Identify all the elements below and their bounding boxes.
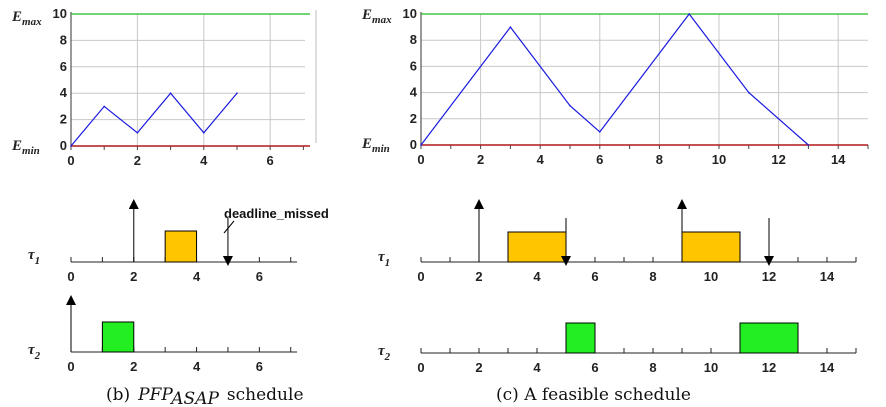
energy-point — [420, 144, 422, 146]
energy-line — [420, 13, 809, 146]
y-tick-label: 10 — [53, 6, 67, 21]
timeline-tick-label: 2 — [130, 359, 137, 374]
energy-point — [236, 92, 238, 94]
energy-point — [509, 26, 512, 28]
timeline-tick-label: 0 — [67, 269, 74, 284]
tau1-label-right: τ1 — [378, 249, 390, 269]
job-box — [164, 230, 198, 263]
timeline-tick-label: 14 — [820, 360, 835, 375]
left-energy-plot: 0 2 4 6 8 10 0 2 4 6 — [53, 6, 310, 168]
timeline-tick-label: 2 — [475, 360, 482, 375]
energy-point — [202, 132, 205, 134]
tau2-label-right: τ2 — [378, 343, 391, 363]
energy-line — [70, 92, 238, 147]
timeline-tick-label: 0 — [417, 269, 424, 284]
caption-right: (c) A feasible schedule — [496, 385, 691, 405]
x-tick-label: 6 — [267, 153, 274, 168]
emax-label-right: Emax — [361, 7, 392, 26]
y-tick-label: 4 — [410, 85, 418, 100]
y-tick-label: 4 — [60, 85, 68, 100]
y-tick-label: 6 — [60, 59, 67, 74]
timeline-tick-label: 8 — [649, 269, 656, 284]
timeline-tick-label: 12 — [762, 269, 776, 284]
y-tick-label: 0 — [410, 137, 417, 152]
timeline-tick-label: 12 — [762, 360, 776, 375]
timeline-tick-label: 10 — [704, 269, 718, 284]
x-tick-label: 2 — [477, 152, 484, 167]
job-box — [681, 231, 741, 263]
y-tick-label: 8 — [410, 32, 417, 47]
x-tick-label: 0 — [67, 153, 74, 168]
tau2-label-left: τ2 — [28, 342, 41, 362]
timeline-tick-label: 4 — [193, 359, 201, 374]
timeline-tick-label: 2 — [475, 269, 482, 284]
timeline-tick-label: 6 — [591, 360, 598, 375]
x-tick-label: 4 — [200, 153, 208, 168]
right-tau2-timeline: 0 2 4 6 8 10 12 14 — [417, 322, 857, 375]
x-tick-label: 12 — [771, 152, 785, 167]
timeline-tick-label: 6 — [591, 269, 598, 284]
timeline-tick-label: 0 — [67, 359, 74, 374]
deadline-missed-label: deadline_missed — [224, 206, 329, 221]
left-tau2-timeline: 0 2 4 6 — [66, 295, 297, 374]
timeline-tick-label: 14 — [820, 269, 835, 284]
energy-point — [807, 144, 810, 146]
tau1-label-left: τ1 — [28, 247, 40, 267]
emax-label-left: Emax — [11, 9, 42, 28]
right-tau1-timeline: 0 2 4 6 8 10 12 14 — [417, 199, 857, 284]
timeline-tick-label: 6 — [256, 359, 263, 374]
x-tick-label: 4 — [537, 152, 545, 167]
x-tick-label: 14 — [831, 152, 846, 167]
y-tick-label: 6 — [410, 58, 417, 73]
timeline-tick-label: 4 — [533, 360, 541, 375]
y-tick-label: 0 — [60, 138, 67, 153]
timeline-tick-label: 4 — [193, 269, 201, 284]
y-tick-label: 2 — [60, 112, 67, 127]
energy-point — [599, 131, 601, 133]
energy-point — [748, 91, 750, 94]
right-energy-plot: 0 2 4 6 8 10 0 2 4 6 8 10 12 14 — [403, 6, 869, 167]
deadline-missed-pointer — [223, 220, 235, 234]
timeline-tick-label: 10 — [704, 360, 718, 375]
timeline-tick-label: 8 — [649, 360, 656, 375]
left-tau1-timeline: 0 2 4 6 — [67, 199, 297, 284]
energy-point — [688, 13, 690, 15]
x-tick-label: 6 — [596, 152, 603, 167]
energy-point — [169, 92, 172, 94]
caption-left: (b) PFPASAP schedule — [106, 385, 304, 407]
y-tick-label: 2 — [410, 111, 417, 126]
job-box — [507, 231, 567, 263]
energy-point — [70, 145, 72, 147]
emin-label-left: Emin — [11, 138, 40, 157]
job-box — [565, 322, 596, 354]
energy-point — [569, 104, 571, 107]
y-tick-label: 10 — [403, 6, 417, 21]
x-tick-label: 0 — [417, 152, 424, 167]
job-box — [739, 322, 799, 354]
job-box — [101, 321, 135, 353]
emin-label-right: Emin — [361, 136, 390, 155]
timeline-tick-label: 6 — [256, 269, 263, 284]
timeline-tick-label: 2 — [130, 269, 137, 284]
x-tick-label: 2 — [134, 153, 141, 168]
energy-point — [136, 132, 139, 134]
x-tick-label: 8 — [656, 152, 663, 167]
timeline-tick-label: 0 — [417, 360, 424, 375]
x-tick-label: 10 — [712, 152, 726, 167]
timeline-tick-label: 4 — [533, 269, 541, 284]
y-tick-label: 8 — [60, 32, 67, 47]
energy-point — [103, 105, 105, 108]
